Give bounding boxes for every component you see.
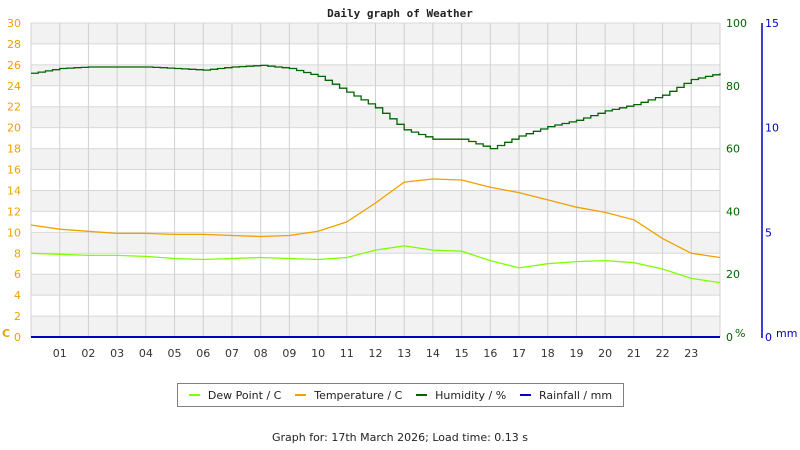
legend-swatch-humidity xyxy=(416,394,428,396)
svg-text:4: 4 xyxy=(14,289,21,302)
svg-text:20: 20 xyxy=(726,268,740,281)
svg-text:22: 22 xyxy=(656,347,670,360)
svg-text:21: 21 xyxy=(627,347,641,360)
rainfall-unit-label: mm xyxy=(776,327,797,340)
svg-text:15: 15 xyxy=(765,17,779,30)
legend-swatch-temperature xyxy=(295,394,307,396)
legend-label-dew-point: Dew Point / C xyxy=(207,388,282,402)
svg-text:16: 16 xyxy=(7,164,21,177)
legend-item-temperature: Temperature / C xyxy=(295,389,402,402)
svg-text:15: 15 xyxy=(455,347,469,360)
legend-item-humidity: Humidity / % xyxy=(416,389,506,402)
svg-text:100: 100 xyxy=(726,17,747,30)
svg-text:02: 02 xyxy=(81,347,95,360)
legend-swatch-rainfall xyxy=(520,394,532,396)
svg-text:20: 20 xyxy=(598,347,612,360)
svg-text:09: 09 xyxy=(282,347,296,360)
svg-text:24: 24 xyxy=(7,80,21,93)
svg-text:18: 18 xyxy=(7,143,21,156)
svg-text:8: 8 xyxy=(14,247,21,260)
svg-text:20: 20 xyxy=(7,122,21,135)
svg-text:30: 30 xyxy=(7,17,21,30)
humidity-line xyxy=(31,64,721,150)
svg-text:10: 10 xyxy=(7,226,21,239)
weather-chart: Daily graph of Weather 02468101214161820… xyxy=(2,7,797,360)
svg-text:07: 07 xyxy=(225,347,239,360)
humidity-axis-ticks: 0 20 40 60 80 100 xyxy=(726,17,747,344)
rainfall-axis-ticks: 0 5 10 15 xyxy=(765,17,779,344)
svg-text:06: 06 xyxy=(196,347,210,360)
svg-text:18: 18 xyxy=(541,347,555,360)
svg-text:12: 12 xyxy=(7,205,21,218)
humidity-unit-label: % xyxy=(735,327,745,340)
temperature-unit-label: C xyxy=(2,327,10,340)
svg-text:0: 0 xyxy=(765,331,772,344)
legend-label-temperature: Temperature / C xyxy=(314,388,403,402)
svg-text:10: 10 xyxy=(765,122,779,135)
hour-axis-ticks: 01 02 03 04 05 06 07 08 09 10 11 12 13 14 15 16 17 18 19 20… xyxy=(53,347,699,360)
svg-text:5: 5 xyxy=(765,226,772,239)
svg-text:05: 05 xyxy=(168,347,182,360)
legend-label-rainfall: Rainfall / mm xyxy=(539,388,613,402)
chart-title: Daily graph of Weather xyxy=(327,7,473,20)
svg-text:08: 08 xyxy=(254,347,268,360)
svg-text:14: 14 xyxy=(426,347,440,360)
svg-text:14: 14 xyxy=(7,184,21,197)
svg-text:0: 0 xyxy=(726,331,733,344)
svg-text:17: 17 xyxy=(512,347,526,360)
svg-text:2: 2 xyxy=(14,310,21,323)
legend-swatch-dew-point xyxy=(188,394,200,396)
svg-text:26: 26 xyxy=(7,59,21,72)
svg-text:80: 80 xyxy=(726,80,740,93)
svg-text:22: 22 xyxy=(7,101,21,114)
svg-text:16: 16 xyxy=(483,347,497,360)
temperature-line xyxy=(30,178,721,259)
svg-text:04: 04 xyxy=(139,347,153,360)
svg-text:28: 28 xyxy=(7,38,21,51)
svg-text:19: 19 xyxy=(569,347,583,360)
svg-text:11: 11 xyxy=(340,347,354,360)
svg-text:13: 13 xyxy=(397,347,411,360)
svg-text:12: 12 xyxy=(369,347,383,360)
legend-item-rainfall: Rainfall / mm xyxy=(520,389,612,402)
graph-footer-info: Graph for: 17th March 2026; Load time: 0… xyxy=(271,431,529,444)
grid-lines xyxy=(30,22,721,338)
svg-text:03: 03 xyxy=(110,347,124,360)
svg-text:0: 0 xyxy=(14,331,21,344)
svg-text:23: 23 xyxy=(684,347,698,360)
svg-text:6: 6 xyxy=(14,268,21,281)
legend-label-humidity: Humidity / % xyxy=(435,388,507,402)
legend-item-dew-point: Dew Point / C xyxy=(188,388,282,402)
svg-text:60: 60 xyxy=(726,143,740,156)
svg-text:10: 10 xyxy=(311,347,325,360)
data-series xyxy=(30,64,721,338)
svg-text:40: 40 xyxy=(726,205,740,218)
chart-legend: Dew Point / C Temperature / C Humidity /… xyxy=(177,383,624,407)
svg-text:01: 01 xyxy=(53,347,67,360)
dew-line xyxy=(30,245,721,284)
